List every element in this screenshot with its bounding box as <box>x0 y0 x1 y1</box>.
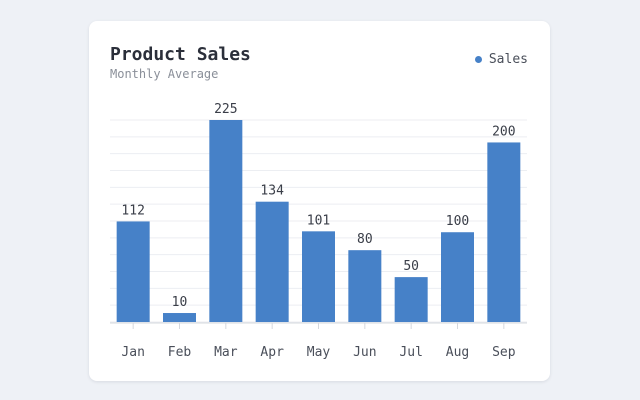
x-tick-label-jul: Jul <box>399 345 422 360</box>
x-tick-label-aug: Aug <box>446 345 469 360</box>
data-label-may: 101 <box>307 213 330 228</box>
bar-jun[interactable] <box>348 250 382 322</box>
chart-subtitle: Monthly Average <box>110 67 219 81</box>
data-label-jan: 112 <box>121 203 144 218</box>
x-tick-label-sep: Sep <box>492 345 516 360</box>
data-label-feb: 10 <box>172 295 188 310</box>
bar-chart: 112 10 225 134 101 80 50 100 200 Jan Feb Mar Apr May… <box>110 102 527 360</box>
bars-group: 112 10 225 134 101 80 50 100 200 <box>116 102 521 322</box>
bar-may[interactable] <box>302 231 335 322</box>
bar-mar[interactable] <box>209 120 243 322</box>
x-tick-label-jan: Jan <box>121 345 144 360</box>
x-axis: Jan Feb Mar Apr May Jun Jul Aug Sep <box>110 322 527 360</box>
data-label-mar: 225 <box>214 102 237 117</box>
bar-apr[interactable] <box>255 201 289 322</box>
data-label-apr: 134 <box>260 184 284 199</box>
data-label-aug: 100 <box>446 214 469 229</box>
legend-label-sales: Sales <box>488 52 528 67</box>
data-label-jun: 80 <box>357 232 373 247</box>
bar-jul[interactable] <box>394 277 428 322</box>
chart-title: Product Sales <box>110 44 251 65</box>
legend-marker-sales <box>474 56 482 63</box>
data-label-jul: 50 <box>403 259 419 274</box>
bar-sep[interactable] <box>487 142 521 322</box>
x-tick-label-may: May <box>307 345 331 360</box>
data-label-sep: 200 <box>492 124 515 139</box>
bar-aug[interactable] <box>441 232 474 322</box>
bar-jan[interactable] <box>116 221 150 322</box>
x-tick-label-jun: Jun <box>353 345 376 360</box>
chart-legend[interactable]: Sales <box>474 52 528 67</box>
x-tick-label-apr: Apr <box>260 345 284 360</box>
x-tick-label-feb: Feb <box>168 345 192 360</box>
x-tick-label-mar: Mar <box>214 345 238 360</box>
bar-feb[interactable] <box>163 313 196 322</box>
chart-card: Product Sales Monthly Average Sales 112 1… <box>89 21 550 381</box>
